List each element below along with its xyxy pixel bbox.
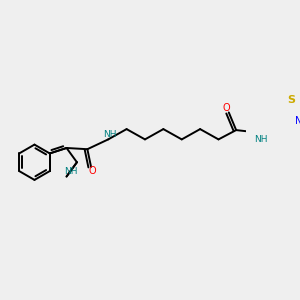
Text: NH: NH — [64, 167, 77, 176]
Text: NH: NH — [254, 135, 267, 144]
Text: N: N — [295, 116, 300, 126]
Text: NH: NH — [103, 130, 116, 139]
Text: O: O — [88, 166, 96, 176]
Text: O: O — [222, 103, 230, 112]
Text: S: S — [287, 95, 296, 105]
